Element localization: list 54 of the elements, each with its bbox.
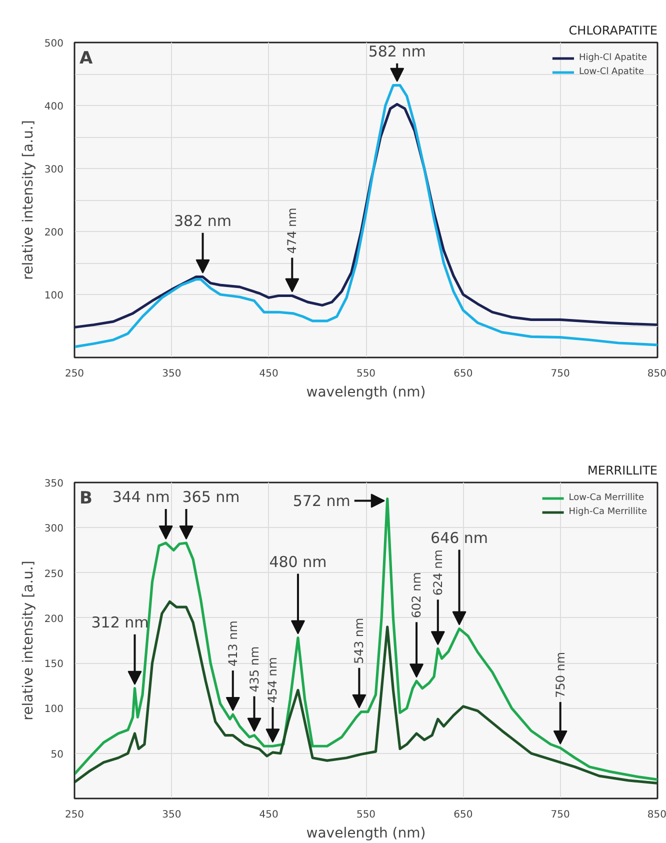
- x-tick-label: 650: [454, 810, 473, 820]
- x-tick-label: 550: [356, 368, 376, 380]
- y-tick-label: 100: [44, 290, 64, 302]
- y-tick-label: 50: [50, 749, 64, 760]
- annotation: A: [80, 48, 94, 68]
- chart-title: CHLORAPATITE: [568, 24, 658, 38]
- annotation: 602 nm: [410, 572, 424, 618]
- annotation: 582 nm: [368, 42, 426, 60]
- annotation: 344 nm: [112, 488, 170, 506]
- x-tick-label: 550: [356, 810, 376, 820]
- annotation: 413 nm: [226, 620, 240, 667]
- legend-label: High-Cl Apatite: [578, 52, 647, 64]
- y-tick-label: 200: [44, 228, 64, 238]
- legend-label: Low-Ca Merrillite: [568, 492, 644, 504]
- annotation: 624 nm: [430, 550, 445, 596]
- x-tick-label: 450: [259, 368, 278, 380]
- annotation: 435 nm: [247, 646, 262, 692]
- annotation: 572 nm: [292, 492, 350, 510]
- y-axis-title: relative intensity [a.u.]: [20, 560, 36, 720]
- annotation: 646 nm: [430, 528, 488, 547]
- annotation: 312 nm: [91, 613, 149, 632]
- y-tick-label: 400: [44, 102, 64, 112]
- x-tick-label: 350: [162, 810, 182, 820]
- annotation: B: [80, 488, 92, 508]
- x-tick-label: 350: [162, 368, 182, 380]
- x-axis-title: wavelength (nm): [306, 384, 426, 400]
- x-tick-label: 650: [454, 368, 473, 380]
- x-tick-label: 250: [64, 810, 84, 820]
- y-tick-label: 350: [44, 478, 64, 490]
- annotation: 365 nm: [182, 488, 240, 506]
- annotation: 382 nm: [174, 212, 232, 230]
- x-tick-label: 850: [647, 368, 666, 380]
- annotation: 480 nm: [269, 552, 327, 571]
- y-axis-title: relative intensity [a.u.]: [20, 120, 36, 280]
- annotation: 543 nm: [352, 618, 366, 664]
- annotation: 454 nm: [266, 657, 280, 704]
- legend-label: High-Ca Merrillite: [568, 506, 647, 518]
- legend-label: Low-Cl Apatite: [578, 66, 644, 78]
- x-tick-label: 850: [647, 810, 666, 820]
- x-tick-label: 750: [550, 368, 570, 380]
- x-axis-title: wavelength (nm): [306, 826, 426, 842]
- y-tick-label: 150: [44, 659, 64, 670]
- y-tick-label: 300: [44, 524, 64, 535]
- x-tick-label: 250: [64, 368, 84, 380]
- annotation: 474 nm: [285, 208, 300, 254]
- y-tick-label: 200: [44, 614, 64, 625]
- y-tick-label: 500: [44, 38, 64, 50]
- x-tick-label: 750: [550, 810, 570, 820]
- y-tick-label: 100: [44, 704, 64, 716]
- chart-title: MERRILLITE: [588, 464, 658, 478]
- y-tick-label: 300: [44, 164, 64, 176]
- y-tick-label: 250: [44, 568, 64, 580]
- x-tick-label: 450: [259, 810, 278, 820]
- annotation: 750 nm: [553, 652, 568, 698]
